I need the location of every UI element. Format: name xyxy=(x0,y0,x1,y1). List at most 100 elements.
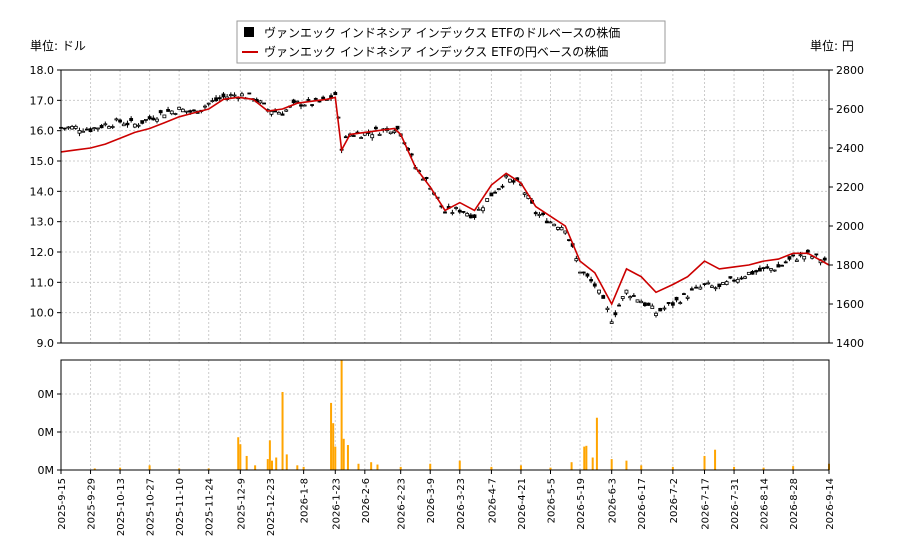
usd-candle-body xyxy=(678,302,683,305)
left-axis-unit: 単位: ドル xyxy=(30,38,86,53)
left-tick-label: 16.0 xyxy=(30,125,55,138)
right-tick-label: 2600 xyxy=(836,103,864,116)
x-tick-label: 2026-7-31 xyxy=(730,478,741,530)
usd-candle-body xyxy=(552,223,557,227)
usd-candle-body xyxy=(92,127,97,130)
right-tick-label: 2400 xyxy=(836,142,864,155)
usd-candle-body xyxy=(96,127,100,130)
usd-candle-body xyxy=(646,302,651,306)
usd-price-series xyxy=(59,91,827,324)
usd-candle-body xyxy=(791,254,796,257)
jpy-price-line xyxy=(60,96,830,306)
usd-candle-body xyxy=(504,175,509,178)
usd-candle-body xyxy=(228,94,233,97)
usd-candle-body xyxy=(151,117,156,121)
usd-candle-body xyxy=(88,128,93,133)
usd-candle-body xyxy=(321,96,326,100)
x-tick-label: 2025-9-29 xyxy=(87,478,98,530)
usd-candle-body xyxy=(746,271,751,275)
volume-bar xyxy=(595,417,598,470)
volume-bar xyxy=(429,463,432,470)
left-tick-label: 14.0 xyxy=(30,185,55,198)
usd-candle-body xyxy=(468,214,473,219)
usd-candle-body xyxy=(706,282,711,285)
legend-usd-swatch xyxy=(244,27,254,37)
left-tick-label: 15.0 xyxy=(30,155,55,168)
usd-candle-body xyxy=(493,191,498,194)
usd-candle-body xyxy=(721,282,725,285)
volume-bar xyxy=(357,463,360,470)
usd-candle-body xyxy=(144,118,148,121)
volume-bar xyxy=(703,455,706,470)
volume-bar xyxy=(270,460,273,470)
usd-candle-body xyxy=(533,212,538,215)
price-panel: 9.010.011.012.013.014.015.016.017.018.0 … xyxy=(30,64,865,350)
usd-candle-body xyxy=(589,279,594,282)
x-tick-label: 2025-10-27 xyxy=(146,478,157,536)
x-tick-label: 2026-5-5 xyxy=(546,478,557,523)
usd-candle-body xyxy=(147,116,152,120)
usd-candle-body xyxy=(798,254,803,257)
usd-candle-body xyxy=(581,271,586,274)
usd-candle-body xyxy=(567,239,571,241)
volume-bar xyxy=(671,466,674,470)
usd-candle-body xyxy=(578,271,582,274)
x-tick-label: 2026-3-9 xyxy=(426,478,437,523)
left-tick-label: 17.0 xyxy=(30,94,55,107)
usd-candle-body xyxy=(121,123,126,127)
usd-candle-body xyxy=(743,276,748,279)
x-tick-label: 2025-11-10 xyxy=(175,478,186,536)
usd-candle-body xyxy=(713,287,718,290)
volume-plot-frame xyxy=(60,359,830,471)
usd-candle-body xyxy=(548,221,553,224)
volume-bar xyxy=(207,468,210,470)
usd-candle-body xyxy=(689,288,694,291)
left-tick-label: 12.0 xyxy=(30,246,55,259)
usd-candle-body xyxy=(754,270,759,273)
volume-bar xyxy=(610,459,613,470)
usd-candle-body xyxy=(597,289,601,294)
volume-tick-label: 0M xyxy=(38,388,55,401)
usd-candle-body xyxy=(624,289,629,294)
usd-candle-body xyxy=(210,100,215,103)
usd-candle-body xyxy=(761,267,766,270)
volume-bar xyxy=(376,464,379,470)
usd-candle-body xyxy=(620,296,625,299)
x-tick-label: 2026-5-19 xyxy=(576,478,587,530)
usd-candle-body xyxy=(262,102,266,105)
usd-candle-body xyxy=(240,93,244,97)
volume-bar xyxy=(549,467,552,470)
volume-bar xyxy=(148,465,151,470)
usd-candle-body xyxy=(783,261,788,264)
usd-candle-body xyxy=(758,267,762,272)
usd-candle-body xyxy=(81,130,86,133)
right-axis-unit: 単位: 円 xyxy=(810,38,854,53)
usd-candle-body xyxy=(662,307,667,310)
usd-candle-body xyxy=(555,226,560,230)
volume-bar xyxy=(625,460,628,470)
usd-candle-body xyxy=(511,180,516,183)
usd-candle-body xyxy=(258,100,263,104)
volume-bar xyxy=(342,438,345,470)
usd-candle-body xyxy=(180,108,185,113)
x-tick-label: 2026-2-6 xyxy=(361,478,372,523)
usd-candle-body xyxy=(739,277,744,280)
usd-candle-body xyxy=(299,104,303,107)
volume-bar xyxy=(302,466,305,470)
volume-bar xyxy=(519,465,522,470)
x-axis: 2025-9-15 2025-9-29 2025-10-13 2025-10-27 20… xyxy=(57,470,836,536)
usd-candle-body xyxy=(802,255,807,260)
x-tick-label: 2026-7-2 xyxy=(669,478,680,523)
volume-bar xyxy=(762,467,765,470)
usd-candle-body xyxy=(333,92,338,96)
x-tick-label: 2026-1-8 xyxy=(300,478,311,523)
usd-candle-body xyxy=(273,110,278,113)
usd-candle-body xyxy=(284,109,289,112)
x-tick-label: 2026-3-23 xyxy=(456,478,467,530)
usd-candle-body xyxy=(592,283,597,287)
volume-tick-label: 0M xyxy=(38,426,55,439)
volume-bar xyxy=(640,465,643,470)
usd-candle-body xyxy=(280,113,285,116)
